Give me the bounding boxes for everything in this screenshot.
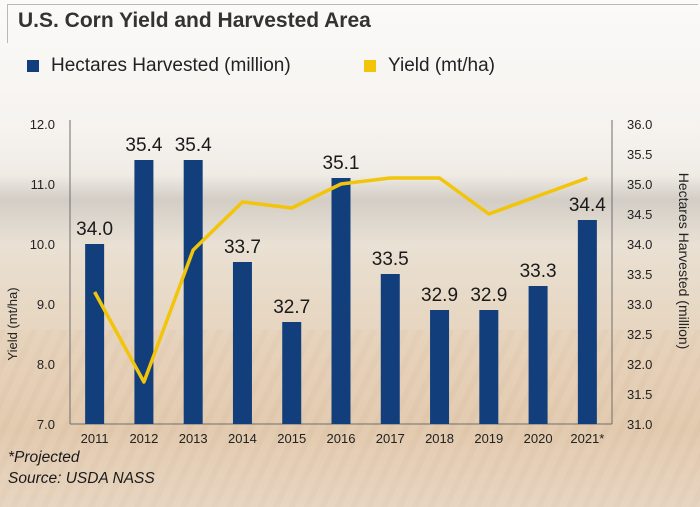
- legend-item-yield: Yield (mt/ha): [364, 55, 495, 77]
- bar-label-2015: 32.7: [273, 297, 310, 318]
- legend-swatch-yield: [364, 60, 376, 72]
- yield-line-group: [93, 176, 588, 384]
- x-tick-label: 2019: [474, 431, 503, 446]
- bar-label-2014: 33.7: [224, 237, 261, 258]
- bar-label-2012: 35.4: [125, 135, 162, 156]
- legend-item-hectares: Hectares Harvested (million): [27, 55, 291, 77]
- bar-label-2019: 32.9: [470, 285, 507, 306]
- bar-2015: [282, 322, 302, 424]
- bar-label-2016: 35.1: [323, 153, 360, 174]
- bar-label-2011: 34.0: [76, 219, 113, 240]
- legend-label-hectares: Hectares Harvested (million): [51, 55, 291, 76]
- x-tick-label: 2014: [228, 431, 257, 446]
- bars: [85, 160, 597, 424]
- x-tick-label: 2013: [179, 431, 208, 446]
- x-tick-label: 2021*: [570, 431, 604, 446]
- x-tick-label: 2011: [81, 431, 109, 446]
- right-tick-label: 32.0: [627, 357, 652, 372]
- bar-label-2021: 34.4: [569, 195, 606, 216]
- footnote-source: Source: USDA NASS: [8, 470, 155, 487]
- bar-labels: 34.0 35.4 35.4 33.7 32.7 35.1 33.5 32.9 32.9 33.3…: [76, 135, 606, 318]
- bar-2016: [331, 178, 351, 424]
- right-tick-label: 33.0: [627, 297, 652, 312]
- left-tick-label: 12.0: [30, 117, 55, 132]
- left-tick-label: 8.0: [37, 357, 55, 372]
- chart-title: U.S. Corn Yield and Harvested Area: [18, 9, 371, 32]
- bar-2011: [85, 244, 105, 424]
- bar-label-2017: 33.5: [372, 249, 409, 270]
- legend-label-yield: Yield (mt/ha): [388, 55, 495, 76]
- tick-labels: 7.0 8.0 9.0 10.0 11.0 12.0 31.0 31.5 32.0 32.5 33.…: [5, 117, 692, 446]
- x-tick-label: 2017: [376, 431, 405, 446]
- x-tick-label: 2012: [129, 431, 158, 446]
- bar-2019: [479, 310, 499, 424]
- bar-2014: [232, 262, 252, 424]
- title-frame: [7, 4, 698, 43]
- bar-2018: [430, 310, 450, 424]
- bar-2020: [528, 286, 548, 424]
- left-tick-label: 7.0: [37, 417, 55, 432]
- right-tick-label: 31.5: [627, 387, 652, 402]
- bar-2013: [183, 160, 203, 424]
- legend-swatch-hectares: [27, 60, 39, 72]
- right-tick-label: 35.0: [627, 177, 652, 192]
- bar-2021: [577, 220, 597, 424]
- right-tick-label: 35.5: [627, 147, 652, 162]
- right-tick-label: 34.0: [627, 237, 652, 252]
- bar-label-2018: 32.9: [421, 285, 458, 306]
- right-tick-label: 32.5: [627, 327, 652, 342]
- bar-2017: [380, 274, 400, 424]
- left-axis-title: Yield (mt/ha): [5, 287, 20, 360]
- right-axis-title: Hectares Harvested (million): [676, 173, 692, 350]
- left-tick-label: 9.0: [37, 297, 55, 312]
- x-tick-label: 2015: [277, 431, 306, 446]
- right-tick-label: 33.5: [627, 267, 652, 282]
- left-tick-label: 11.0: [31, 177, 55, 192]
- right-tick-label: 34.5: [627, 207, 652, 222]
- bar-label-2013: 35.4: [175, 135, 212, 156]
- footnote-projected: *Projected: [8, 449, 80, 466]
- right-tick-label: 31.0: [627, 417, 652, 432]
- bar-2012: [134, 160, 154, 424]
- x-tick-label: 2018: [425, 431, 454, 446]
- right-tick-label: 36.0: [627, 117, 652, 132]
- bar-label-2020: 33.3: [520, 261, 557, 282]
- x-tick-label: 2020: [524, 431, 553, 446]
- left-tick-label: 10.0: [30, 237, 55, 252]
- x-tick-label: 2016: [327, 431, 356, 446]
